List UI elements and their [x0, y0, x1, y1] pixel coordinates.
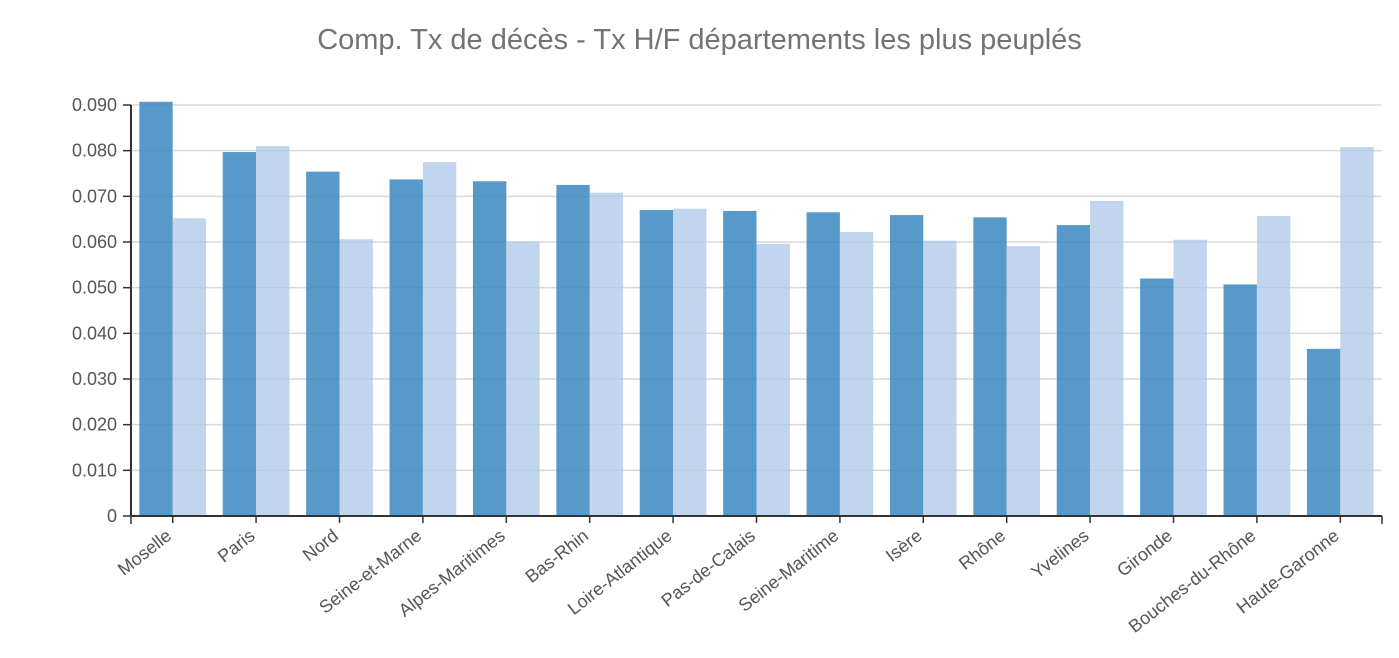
bar-series-1	[723, 210, 757, 517]
bar-series-2	[1173, 239, 1207, 516]
bar-series-1	[1223, 284, 1257, 516]
bar-series-1	[806, 212, 840, 517]
y-tick-label: 0	[107, 506, 117, 526]
bar-series-2	[1090, 200, 1124, 516]
y-tick-label: 0.010	[72, 460, 117, 480]
x-tick-label: Rhône	[955, 525, 1009, 573]
bar-series-1	[389, 179, 423, 517]
y-tick-label: 0.040	[72, 323, 117, 343]
bar-series-2	[506, 241, 540, 516]
x-tick-label: Paris	[214, 525, 259, 566]
x-tick-label: Gironde	[1113, 525, 1176, 580]
y-tick-label: 0.030	[72, 369, 117, 389]
bar-series-1	[306, 171, 340, 516]
bar-series-1	[139, 101, 173, 516]
bar-series-2	[923, 240, 957, 516]
bar-series-1	[639, 210, 674, 517]
x-tick-label: Bas-Rhin	[522, 525, 593, 586]
x-tick-label: Moselle	[114, 525, 175, 579]
x-tick-label: Yvelines	[1027, 525, 1092, 582]
y-tick-label: 0.070	[72, 186, 117, 206]
bar-series-2	[339, 239, 373, 516]
bar-series-2	[1006, 246, 1041, 517]
y-axis-ticks: 0 0.010 0.020 0.030 0.040 0.050 0.060 0.070 0.08…	[72, 95, 131, 526]
bar-series-2	[172, 218, 207, 516]
bar-series-1	[556, 184, 590, 516]
bar-series-2	[1256, 215, 1291, 516]
x-axis-ticks: Moselle Paris NordSeine-et-MarneAlpes-Mari…	[114, 516, 1343, 637]
bar-series-1	[1306, 348, 1341, 516]
bar-series-1	[1056, 225, 1091, 516]
y-tick-label: 0.060	[72, 232, 117, 252]
x-tick-label: Nord	[299, 525, 342, 565]
x-tick-label: Isère	[882, 525, 926, 565]
y-tick-label: 0.020	[72, 415, 117, 435]
bar-series-2	[589, 192, 624, 516]
bar-series-1	[222, 152, 257, 516]
bar-series-2	[1340, 147, 1374, 516]
bar-series-1	[889, 215, 924, 516]
y-tick-label: 0.090	[72, 95, 117, 115]
bar-series-2	[756, 243, 790, 516]
bar-series-1	[1140, 278, 1174, 516]
bars	[139, 101, 1374, 517]
bar-series-2	[256, 146, 290, 516]
bar-series-2	[422, 162, 457, 517]
chart-title: Comp. Tx de décès - Tx H/F départements …	[317, 24, 1082, 56]
bar-series-2	[839, 231, 874, 516]
y-tick-label: 0.050	[72, 278, 117, 298]
bar-series-2	[673, 208, 707, 516]
y-tick-label: 0.080	[72, 141, 117, 161]
bar-series-1	[973, 217, 1007, 516]
bar-series-1	[472, 181, 507, 516]
